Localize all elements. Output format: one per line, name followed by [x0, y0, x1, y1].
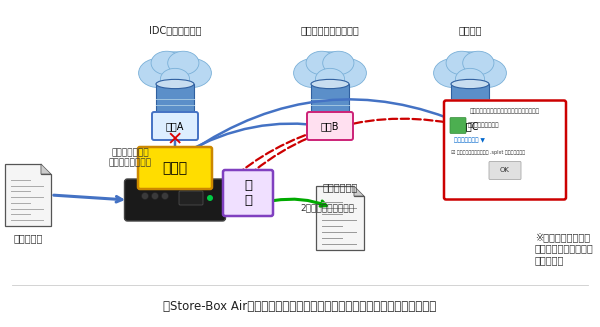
Text: 仮に１か所接続
できなくなっても: 仮に１か所接続 できなくなっても [109, 148, 151, 167]
Ellipse shape [434, 59, 473, 88]
Text: 復
元: 復 元 [244, 179, 252, 207]
Ellipse shape [156, 121, 194, 130]
Ellipse shape [151, 51, 182, 75]
Text: ✕: ✕ [167, 130, 183, 149]
Ellipse shape [455, 68, 485, 90]
FancyBboxPatch shape [152, 112, 198, 140]
Text: ニフティ: ニフティ [458, 25, 482, 35]
Text: 「Store-Box Air」から各クラウドストレージへの分割保存イメージ（図１）: 「Store-Box Air」から各クラウドストレージへの分割保存イメージ（図１… [163, 301, 437, 314]
Polygon shape [5, 164, 51, 226]
Circle shape [207, 195, 213, 201]
Ellipse shape [168, 51, 199, 75]
Ellipse shape [306, 51, 337, 75]
FancyBboxPatch shape [489, 162, 521, 180]
Ellipse shape [311, 79, 349, 89]
Text: 復元ファイル: 復元ファイル [322, 182, 358, 192]
Circle shape [161, 193, 169, 199]
Text: 分割C: 分割C [461, 121, 479, 131]
Polygon shape [41, 164, 51, 174]
Text: さくらインターネット: さくらインターネット [301, 25, 359, 35]
Ellipse shape [316, 68, 344, 90]
Text: 2か所に接続して復元: 2か所に接続して復元 [300, 203, 354, 213]
Text: 元ファイル: 元ファイル [13, 233, 43, 243]
Ellipse shape [156, 79, 194, 89]
FancyBboxPatch shape [444, 100, 566, 199]
FancyBboxPatch shape [125, 179, 226, 221]
Text: 分割B: 分割B [321, 121, 339, 131]
Ellipse shape [451, 121, 489, 130]
FancyBboxPatch shape [179, 191, 203, 205]
Polygon shape [354, 186, 364, 196]
Text: OK: OK [500, 167, 510, 174]
Ellipse shape [446, 51, 477, 75]
Bar [156, 84, 194, 126]
FancyBboxPatch shape [138, 147, 212, 189]
Circle shape [151, 193, 158, 199]
FancyBboxPatch shape [223, 170, 273, 216]
Ellipse shape [301, 52, 359, 88]
Text: ストアアプリを使う: ストアアプリを使う [468, 123, 499, 128]
Ellipse shape [323, 51, 354, 75]
Ellipse shape [463, 51, 494, 75]
FancyBboxPatch shape [447, 112, 493, 140]
Ellipse shape [311, 121, 349, 130]
Text: 分割A: 分割A [166, 121, 184, 131]
Polygon shape [316, 186, 364, 250]
Ellipse shape [451, 79, 489, 89]
Bar [311, 84, 349, 126]
Text: ☑ 常にこのアプリを使って .splxt ファイルを開く: ☑ 常にこのアプリを使って .splxt ファイルを開く [451, 150, 525, 155]
Ellipse shape [293, 59, 333, 88]
Ellipse shape [160, 68, 190, 90]
Bar [451, 84, 489, 126]
Ellipse shape [442, 52, 499, 88]
Ellipse shape [146, 52, 203, 88]
Text: IDCフロンティア: IDCフロンティア [149, 25, 201, 35]
Text: その他のアプリ ▼: その他のアプリ ▼ [454, 138, 485, 143]
Ellipse shape [327, 59, 367, 88]
FancyBboxPatch shape [450, 117, 466, 133]
Ellipse shape [467, 59, 506, 88]
Text: ※一断片では絶対に
　ファイルを開く事は
　できない: ※一断片では絶対に ファイルを開く事は できない [535, 232, 594, 265]
Ellipse shape [172, 59, 211, 88]
Text: 分　割: 分 割 [163, 161, 188, 175]
Circle shape [142, 193, 149, 199]
Ellipse shape [139, 59, 178, 88]
Text: このファイルを開く方法を選んでください。: このファイルを開く方法を選んでください。 [470, 109, 540, 114]
FancyBboxPatch shape [307, 112, 353, 140]
